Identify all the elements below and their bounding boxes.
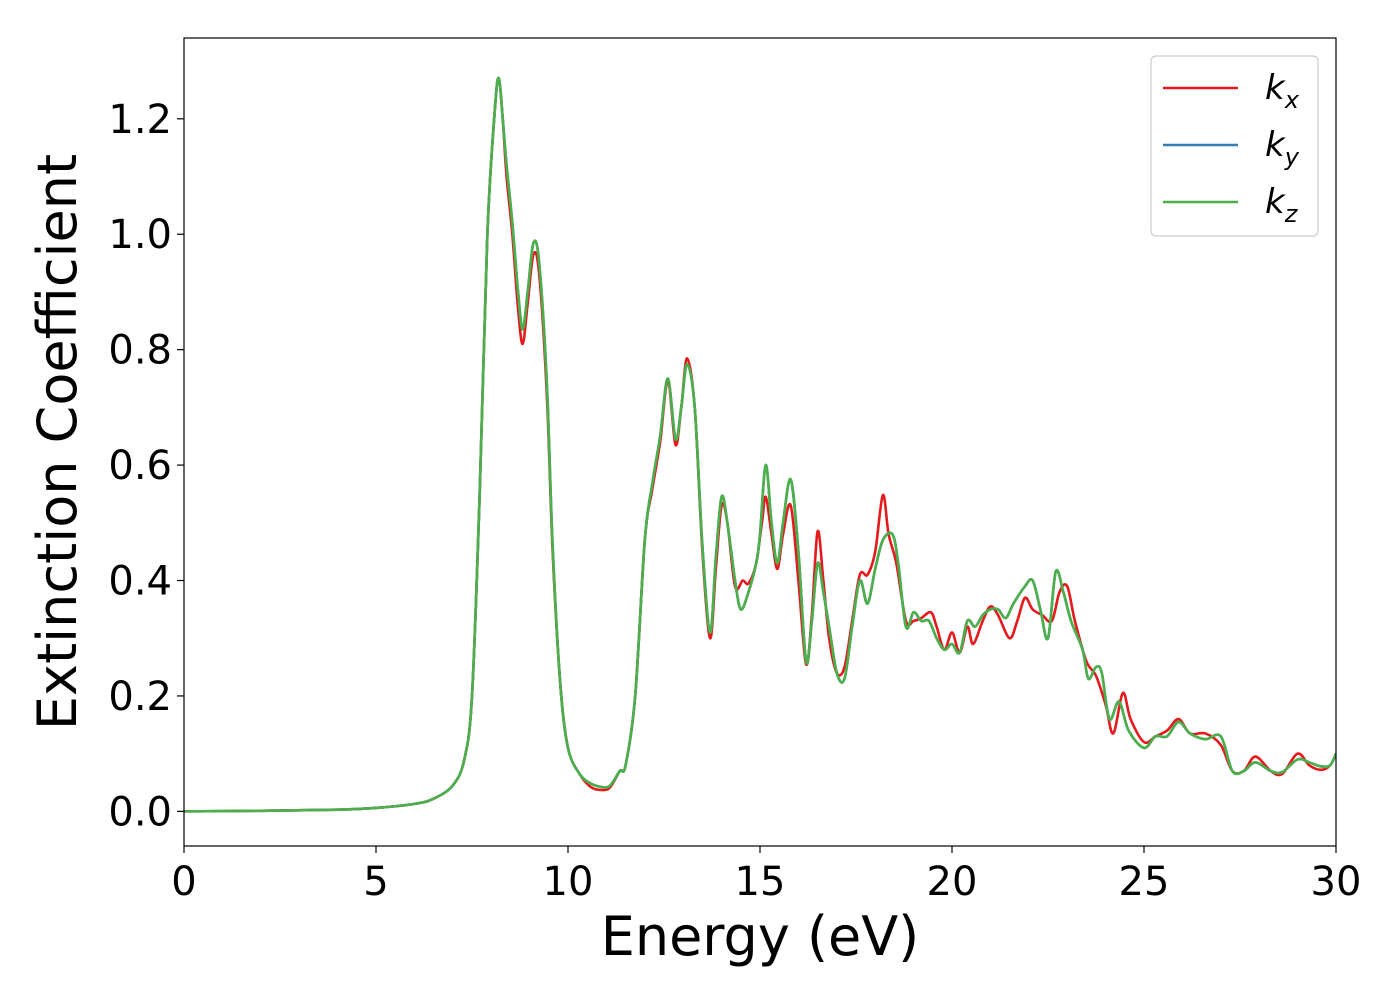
legend-label-y: ky [1265, 125, 1300, 171]
x-axis-ticks: 0 5 10 15 20 25 30 [171, 846, 1361, 905]
x-tick-label: 0 [171, 859, 196, 905]
x-tick-label: 15 [735, 859, 786, 905]
y-tick-label: 1.2 [108, 97, 172, 143]
y-tick-label: 0.8 [108, 328, 172, 374]
y-tick-label: 0.6 [108, 443, 172, 489]
y-tick-label: 0.0 [108, 789, 172, 835]
series-layer [184, 76, 1336, 813]
x-tick-label: 10 [543, 859, 594, 905]
series-line-z [184, 76, 1336, 813]
x-tick-label: 5 [363, 859, 388, 905]
y-axis-ticks: 0.0 0.2 0.4 0.6 0.8 1.0 1.2 [108, 97, 184, 835]
legend: kx ky kz [1150, 55, 1319, 237]
legend-label-x: kx [1265, 68, 1300, 114]
y-axis-label: Extinction Coefficient [26, 154, 89, 730]
x-tick-label: 30 [1311, 859, 1362, 905]
y-tick-label: 0.4 [108, 559, 172, 605]
x-tick-label: 20 [927, 859, 978, 905]
y-tick-label: 0.2 [108, 674, 172, 720]
y-tick-label: 1.0 [108, 212, 172, 258]
x-tick-label: 25 [1119, 859, 1170, 905]
legend-label-z: kz [1265, 182, 1299, 228]
x-axis-label: Energy (eV) [601, 905, 920, 968]
